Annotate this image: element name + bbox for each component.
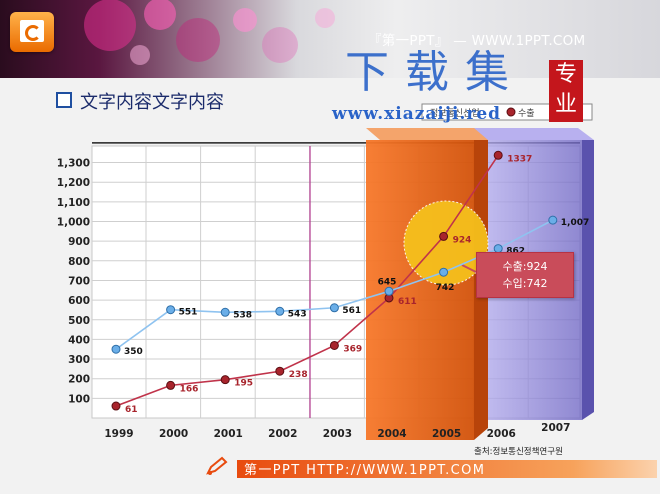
x-tick-label: 2006 — [487, 428, 516, 440]
y-tick-label: 1,200 — [57, 177, 90, 189]
x-tick-label: 2005 — [432, 428, 461, 440]
highlight-band-side — [582, 140, 594, 420]
footer-bar — [237, 460, 657, 478]
data-label: 645 — [378, 277, 397, 287]
data-point — [111, 344, 121, 354]
y-tick-label: 300 — [68, 354, 90, 366]
x-axis-ticks: 1999 2000 2001 2002 2003 2004 2005 2006 2007 — [104, 422, 570, 440]
y-tick-label: 500 — [68, 315, 90, 327]
data-series: 61 166 195 238 369 611 924 1337 350 551 538 543 561 6… — [111, 150, 589, 415]
legend-item-export: 수출 — [518, 108, 535, 119]
callout-export: 수출:924 — [502, 260, 548, 273]
data-label: 1337 — [507, 154, 532, 164]
data-point — [275, 306, 285, 316]
data-label: 561 — [342, 306, 361, 316]
source-note: 출처:정보통신정책연구원 — [474, 447, 563, 457]
data-label: 238 — [289, 370, 308, 380]
data-point — [439, 231, 449, 241]
footer-text: 第一PPT HTTP://WWW.1PPT.COM — [244, 463, 486, 478]
orange-block-top — [366, 128, 488, 140]
y-tick-label: 1,300 — [57, 158, 90, 170]
spotlight-circle — [403, 200, 489, 286]
site-title: 『第一PPT』 — WWW.1PPT.COM — [368, 33, 586, 49]
data-label: 611 — [398, 297, 417, 307]
y-tick-label: 600 — [68, 295, 90, 307]
orange-block — [366, 140, 474, 440]
callout-pointer — [461, 264, 477, 273]
slide-header — [0, 0, 660, 78]
data-point — [329, 340, 339, 350]
highlight-band-top — [470, 128, 594, 140]
watermark-url: www.xiazaiji.red — [332, 104, 502, 124]
y-tick-label: 1,100 — [57, 197, 90, 209]
y-tick-label: 400 — [68, 334, 90, 346]
data-point — [548, 215, 558, 225]
data-point — [439, 267, 449, 277]
y-tick-label: 700 — [68, 275, 90, 287]
x-tick-label: 2000 — [159, 428, 188, 440]
checkbox-bullet-icon — [56, 92, 72, 108]
callout-import: 수입:742 — [502, 277, 548, 290]
decorative-bubbles — [84, 0, 335, 65]
data-label: 551 — [179, 308, 198, 318]
data-label: 1,007 — [561, 218, 589, 228]
y-tick-label: 100 — [68, 393, 90, 405]
data-label: 538 — [233, 310, 252, 320]
data-point — [111, 401, 121, 411]
pen-icon — [206, 456, 228, 475]
legend-item-industry: 정보통신산업 — [430, 108, 480, 119]
data-point — [329, 303, 339, 313]
data-point — [220, 307, 230, 317]
y-axis-ticks: 100 200 300 400 500 600 700 800 900 1,000 1,100 1,2… — [57, 158, 90, 406]
data-label: 369 — [343, 344, 362, 354]
x-tick-label: 2004 — [377, 428, 406, 440]
x-tick-label: 2001 — [214, 428, 243, 440]
data-point — [166, 305, 176, 315]
data-label: 166 — [180, 384, 199, 394]
y-tick-label: 900 — [68, 236, 90, 248]
seal-stamp: 专业 — [549, 60, 583, 122]
x-tick-label: 2007 — [541, 422, 570, 434]
data-label: 61 — [125, 405, 138, 415]
x-tick-label: 2003 — [323, 428, 352, 440]
value-callout: 수출:924 수입:742 — [476, 252, 574, 298]
data-label: 742 — [436, 283, 455, 293]
watermark-text: 下载集 — [345, 47, 525, 98]
data-label: 924 — [453, 235, 472, 245]
slide-heading: 文字内容文字内容 — [80, 92, 224, 113]
y-tick-label: 1,000 — [57, 217, 90, 229]
legend-dot-export — [506, 107, 516, 117]
powerpoint-icon — [10, 12, 54, 52]
data-point — [220, 375, 230, 385]
x-tick-label: 1999 — [104, 428, 133, 440]
data-label: 862 — [506, 247, 525, 257]
data-point — [275, 366, 285, 376]
data-label: 350 — [124, 347, 143, 357]
data-label: 195 — [234, 379, 253, 389]
series-line-export — [115, 154, 499, 407]
x-tick-label: 2002 — [268, 428, 297, 440]
data-label: 543 — [288, 309, 307, 319]
data-point — [166, 380, 176, 390]
data-point — [493, 150, 503, 160]
y-tick-label: 200 — [68, 374, 90, 386]
y-tick-label: 800 — [68, 256, 90, 268]
data-point — [384, 286, 394, 296]
